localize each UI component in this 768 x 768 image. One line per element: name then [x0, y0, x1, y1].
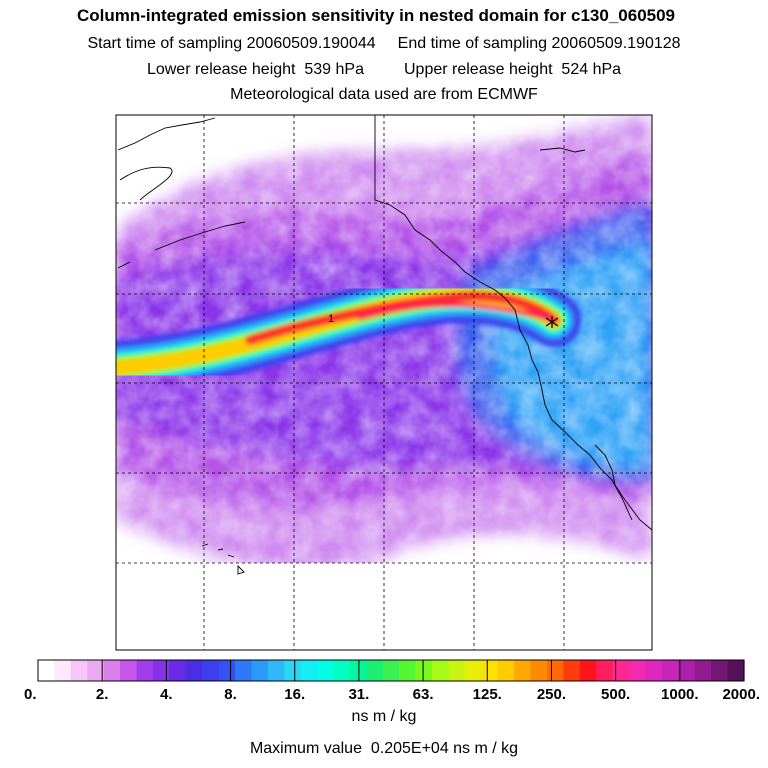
colorbar-cells	[38, 660, 745, 681]
colorbar-cell	[235, 660, 253, 681]
colorbar-tick-label: 500.	[601, 686, 630, 703]
colorbar-cell	[514, 660, 532, 681]
colorbar-cell	[185, 660, 203, 681]
sampling-times-line: Start time of sampling 20060509.190044 En…	[0, 35, 768, 53]
colorbar-cell	[136, 660, 154, 681]
colorbar-cell	[120, 660, 138, 681]
colorbar-cell	[366, 660, 384, 681]
colorbar-cell	[38, 660, 56, 681]
release-marker: 1	[328, 313, 559, 328]
colorbar-cell	[464, 660, 482, 681]
colorbar-frame	[37, 659, 745, 682]
colorbar-cell	[70, 660, 88, 681]
colorbar-cell	[54, 660, 72, 681]
map-frame	[115, 114, 653, 651]
colorbar-tick-label: 1000.	[661, 686, 699, 703]
colorbar-units: ns m / kg	[351, 708, 417, 725]
colorbar-cell	[563, 660, 581, 681]
colorbar-tick-label: 0.	[24, 686, 37, 703]
colorbar-tick-label: 8.	[224, 686, 237, 703]
colorbar-cell	[399, 660, 417, 681]
colorbar-cell	[546, 660, 564, 681]
colorbar-cell	[530, 660, 548, 681]
colorbar-cell	[267, 660, 285, 681]
colorbar-cell	[596, 660, 614, 681]
colorbar-cell	[87, 660, 105, 681]
colorbar-cell	[579, 660, 597, 681]
colorbar-cell	[497, 660, 515, 681]
colorbar-tick-label: 250.	[537, 686, 566, 703]
coastline-north	[117, 117, 216, 151]
sampling-time-2: End time of sampling 20060509.190128	[397, 35, 681, 52]
colorbar-cell	[202, 660, 220, 681]
colorbar-tick-label: 31.	[348, 686, 369, 703]
hawaii-islands	[201, 543, 245, 575]
colorbar-cell	[103, 660, 121, 681]
colorbar-cell	[432, 660, 450, 681]
colorbar-cell	[284, 660, 302, 681]
colorbar-cell	[448, 660, 466, 681]
colorbar-tick-label: 16.	[284, 686, 305, 703]
colorbar-labels: 0. 2. 4. 8. 16. 31. 63. 125. 250. 500. 1000. 2000.	[24, 686, 760, 703]
colorbar-cell	[317, 660, 335, 681]
colorbar-cell	[727, 660, 745, 681]
colorbar-cell	[152, 660, 170, 681]
graticule	[116, 115, 652, 650]
sampling-time-1: Start time of sampling 20060509.190044	[87, 35, 376, 52]
maximum-value: Maximum value 0.205E+04 ns m / kg	[249, 740, 519, 757]
colorbar-cell	[218, 660, 236, 681]
colorbar-cell	[382, 660, 400, 681]
colorbar-cell	[694, 660, 712, 681]
colorbar-cell	[415, 660, 433, 681]
colorbar-cell	[678, 660, 696, 681]
colorbar-cell	[711, 660, 729, 681]
colorbar-cell	[251, 660, 269, 681]
colorbar-tick-label: 2000.	[722, 686, 760, 703]
met-data-line: Meteorological data used are from ECMWF	[230, 86, 538, 103]
coastline-nw	[119, 166, 173, 201]
colorbar-tick-label: 125.	[473, 686, 502, 703]
coastline-inlet	[539, 147, 586, 153]
colorbar-cell	[629, 660, 647, 681]
colorbar-cell	[169, 660, 187, 681]
colorbar-cell	[481, 660, 499, 681]
release-label: 1	[328, 313, 334, 325]
coastline-north-america	[374, 115, 633, 521]
plume	[116, 269, 581, 395]
island-west	[117, 261, 131, 269]
island-chain	[154, 221, 246, 251]
release-height-2: Upper release height 524 hPa	[404, 61, 622, 78]
colorbar-tick-label: 4.	[160, 686, 173, 703]
colorbar-tick-label: 2.	[96, 686, 109, 703]
colorbar-cell	[661, 660, 679, 681]
colorbar-cell	[612, 660, 630, 681]
release-heights-line: Lower release height 539 hPa Upper releas…	[0, 61, 768, 79]
coastlines	[117, 115, 652, 575]
chart-title: Column-integrated emission sensitivity i…	[76, 6, 676, 25]
colorbar-tick-label: 63.	[413, 686, 434, 703]
colorbar-cell	[645, 660, 663, 681]
map-field: 1	[116, 115, 652, 650]
colorbar-cell	[300, 660, 318, 681]
coastline-baja	[594, 444, 652, 531]
colorbar-cell	[333, 660, 351, 681]
release-height-1: Lower release height 539 hPa	[146, 61, 364, 78]
